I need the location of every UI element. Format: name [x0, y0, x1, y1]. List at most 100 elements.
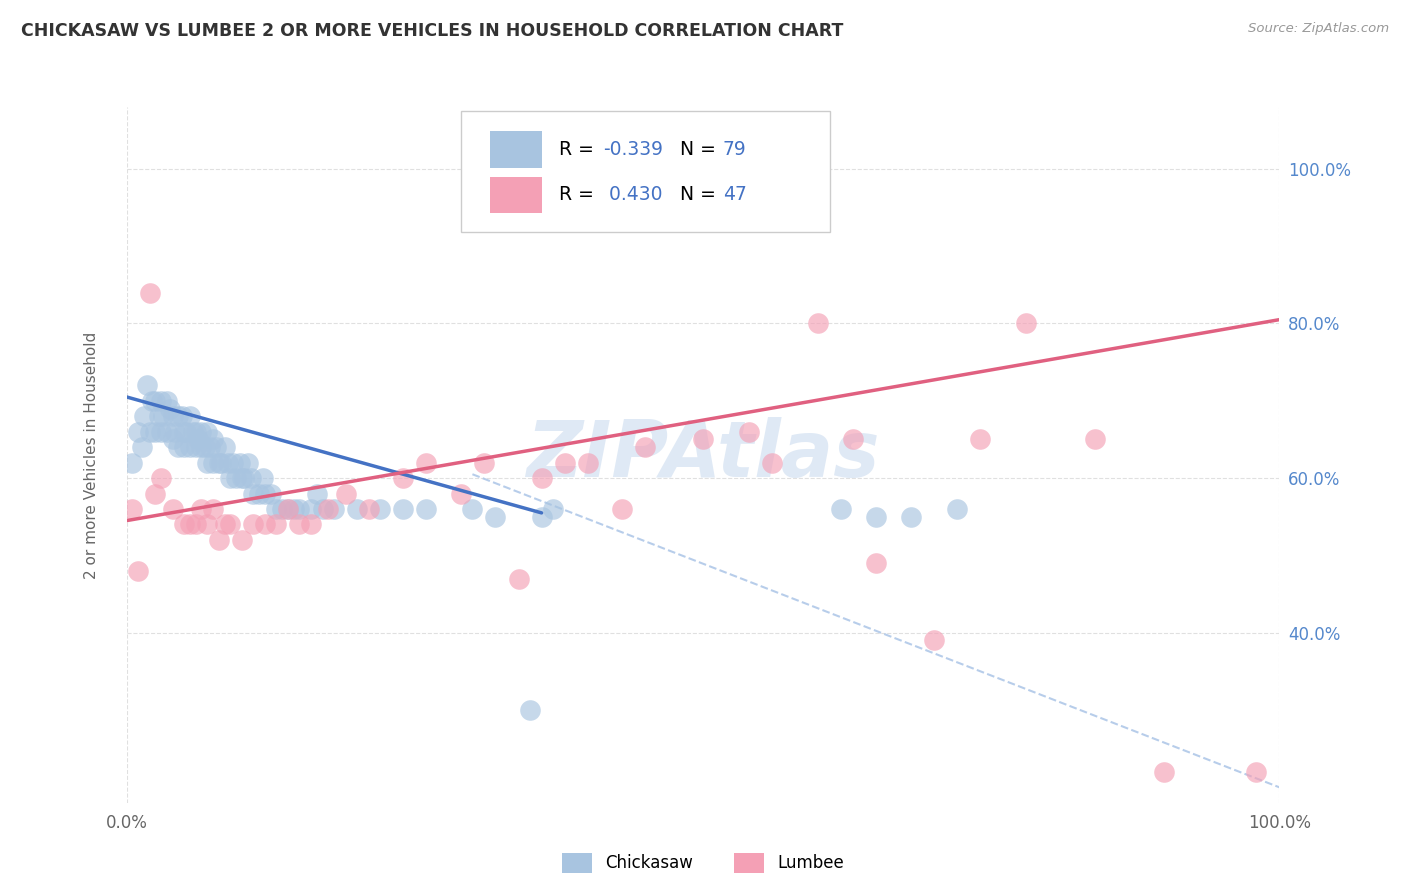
Point — [195, 517, 218, 532]
Point — [240, 471, 263, 485]
Point — [121, 502, 143, 516]
Point — [233, 471, 256, 485]
Point — [247, 486, 270, 500]
Point — [127, 425, 149, 439]
Point — [335, 486, 357, 500]
Point — [253, 486, 276, 500]
Point — [761, 456, 783, 470]
Text: 79: 79 — [723, 140, 747, 159]
Point — [219, 471, 242, 485]
Point — [156, 425, 179, 439]
Text: CHICKASAW VS LUMBEE 2 OR MORE VEHICLES IN HOUSEHOLD CORRELATION CHART: CHICKASAW VS LUMBEE 2 OR MORE VEHICLES I… — [21, 22, 844, 40]
Point — [201, 456, 224, 470]
Point — [299, 517, 322, 532]
Point — [184, 425, 207, 439]
Point — [266, 502, 288, 516]
Point — [634, 440, 657, 454]
Point — [190, 502, 212, 516]
Point — [121, 456, 143, 470]
Text: -0.339: -0.339 — [603, 140, 662, 159]
Point — [167, 409, 190, 424]
Point — [530, 471, 553, 485]
Point — [305, 486, 328, 500]
Point — [461, 502, 484, 516]
Point — [148, 409, 170, 424]
Text: 0.430: 0.430 — [603, 186, 662, 204]
Point — [145, 486, 166, 500]
Point — [277, 502, 299, 516]
Point — [252, 471, 274, 485]
Point — [922, 633, 945, 648]
Point — [316, 502, 339, 516]
Point — [288, 502, 311, 516]
FancyBboxPatch shape — [489, 177, 541, 213]
Point — [208, 533, 231, 547]
Point — [176, 425, 198, 439]
Point — [231, 533, 253, 547]
Y-axis label: 2 or more Vehicles in Household: 2 or more Vehicles in Household — [84, 331, 98, 579]
Text: N =: N = — [681, 186, 721, 204]
Point — [173, 440, 195, 454]
Point — [163, 425, 186, 439]
Point — [195, 456, 218, 470]
Point — [136, 378, 159, 392]
Point — [132, 409, 155, 424]
Point — [179, 517, 201, 532]
Point — [190, 440, 212, 454]
Text: R =: R = — [558, 186, 600, 204]
Point — [150, 393, 173, 408]
Point — [692, 433, 714, 447]
Point — [214, 440, 236, 454]
Point — [145, 393, 166, 408]
Point — [173, 425, 195, 439]
Point — [1015, 317, 1038, 331]
Point — [138, 425, 160, 439]
Point — [184, 517, 207, 532]
Point — [346, 502, 368, 516]
Point — [612, 502, 634, 516]
Point — [259, 486, 281, 500]
Point — [311, 502, 333, 516]
Point — [519, 703, 541, 717]
Point — [228, 456, 250, 470]
Point — [195, 425, 218, 439]
Point — [205, 440, 228, 454]
Point — [392, 471, 415, 485]
Text: R =: R = — [558, 140, 600, 159]
Text: Source: ZipAtlas.com: Source: ZipAtlas.com — [1249, 22, 1389, 36]
Point — [184, 440, 207, 454]
Legend: Chickasaw, Lumbee: Chickasaw, Lumbee — [555, 847, 851, 880]
Point — [201, 502, 224, 516]
Point — [194, 440, 217, 454]
Point — [271, 502, 294, 516]
Point — [530, 509, 553, 524]
Point — [288, 517, 311, 532]
Point — [179, 409, 201, 424]
Point — [219, 517, 242, 532]
Point — [179, 440, 201, 454]
Point — [865, 509, 887, 524]
Point — [156, 393, 179, 408]
Point — [217, 456, 239, 470]
Point — [190, 425, 212, 439]
Point — [1084, 433, 1107, 447]
Point — [554, 456, 576, 470]
Point — [392, 502, 415, 516]
Point — [283, 502, 305, 516]
Point — [415, 456, 437, 470]
Point — [1246, 764, 1268, 779]
Point — [1153, 764, 1175, 779]
Point — [472, 456, 495, 470]
Point — [150, 425, 173, 439]
Point — [236, 456, 259, 470]
Point — [576, 456, 599, 470]
Point — [198, 440, 221, 454]
Point — [221, 456, 243, 470]
Point — [945, 502, 967, 516]
Point — [150, 471, 173, 485]
Point — [415, 502, 437, 516]
Point — [214, 517, 236, 532]
Point — [162, 433, 184, 447]
Point — [368, 502, 391, 516]
Point — [183, 425, 205, 439]
